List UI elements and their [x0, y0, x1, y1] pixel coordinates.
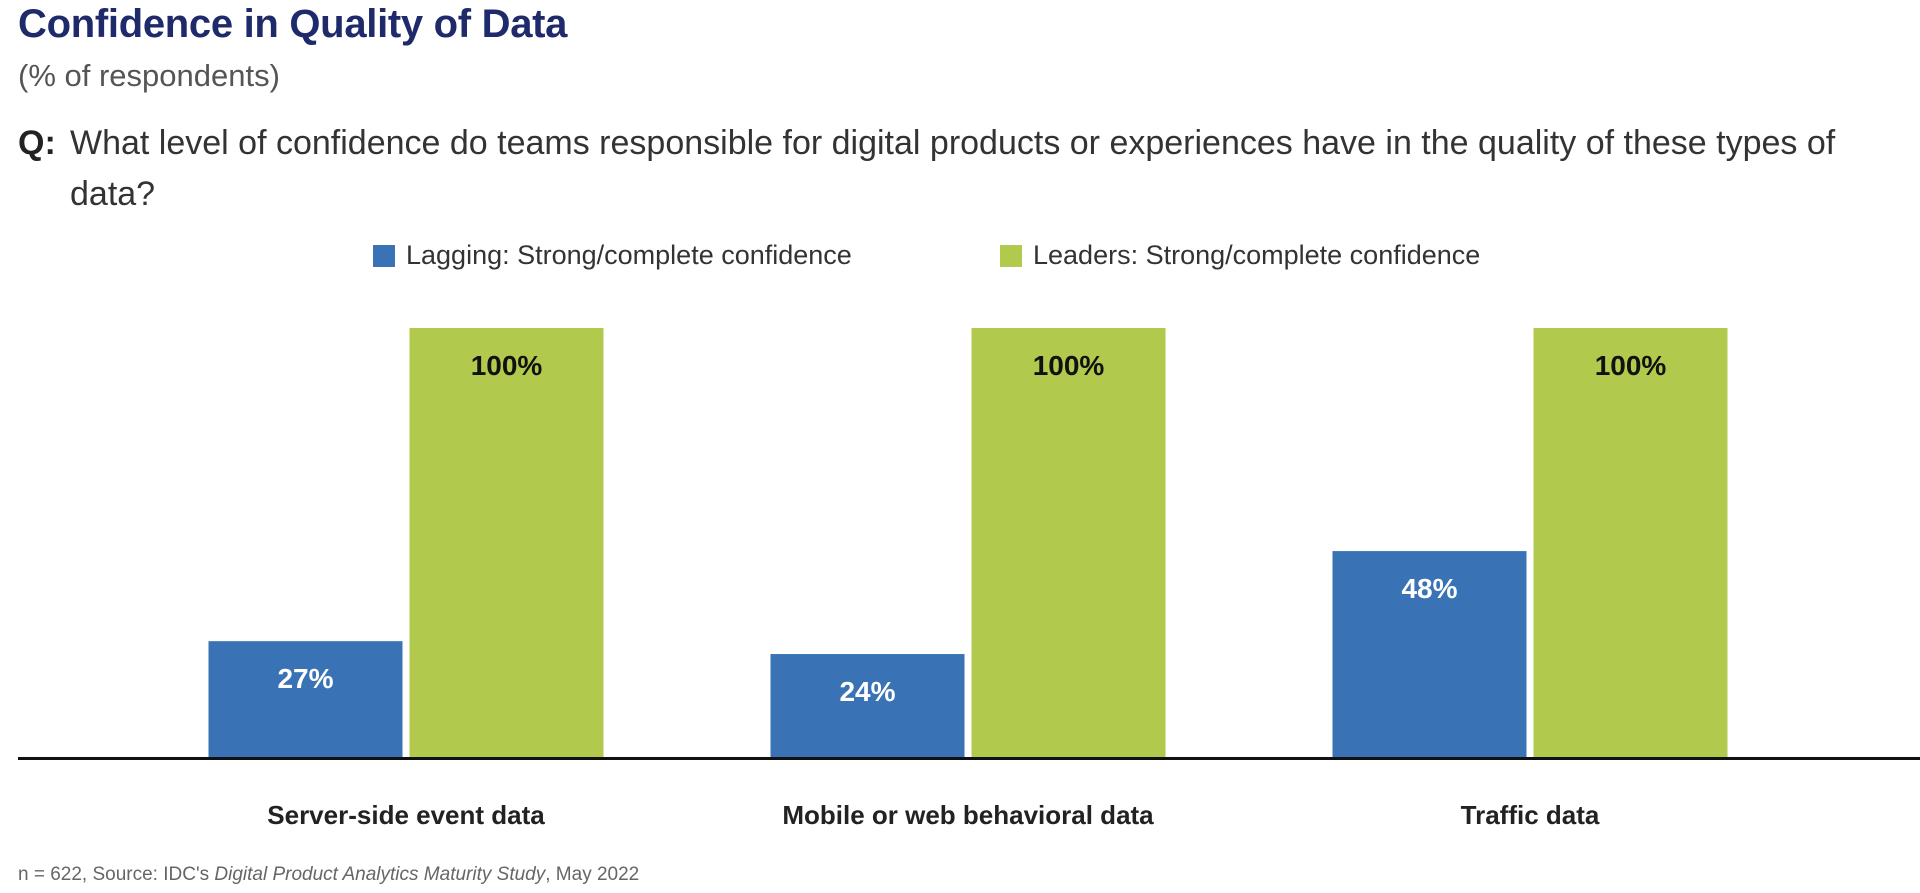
bar-lagging-server-side-event-data	[208, 641, 403, 757]
legend-label-leaders: Leaders: Strong/complete confidence	[1033, 240, 1481, 270]
legend-item-lagging: Lagging: Strong/complete confidence	[373, 240, 852, 271]
chart-subtitle: (% of respondents)	[18, 58, 280, 93]
legend-swatch-lagging	[373, 244, 395, 267]
legend-item-leaders: Leaders: Strong/complete confidence	[1000, 240, 1480, 271]
bar-leaders-server-side-event-data	[409, 328, 604, 757]
bar-lagging-mobile-or-web-behavioral-data	[770, 654, 965, 757]
data-label-lagging-mobile-or-web-behavioral-data: 24%	[839, 676, 895, 707]
data-label-leaders-server-side-event-data: 100%	[471, 350, 543, 381]
question-prefix: Q:	[18, 124, 56, 162]
category-label-server-side-event-data: Server-side event data	[267, 800, 545, 830]
survey-question: Q: What level of confidence do teams res…	[18, 118, 1898, 220]
source-footnote: n = 622, Source: IDC's Digital Product A…	[18, 864, 639, 886]
footnote-date: , May 2022	[545, 864, 640, 885]
footnote-source-prefix: n = 622, Source: IDC's	[18, 864, 215, 885]
footnote-study-name: Digital Product Analytics Maturity Study	[214, 864, 546, 885]
data-label-lagging-traffic-data: 48%	[1401, 573, 1457, 604]
legend-label-lagging: Lagging: Strong/complete confidence	[406, 240, 852, 270]
data-label-lagging-server-side-event-data: 27%	[277, 663, 333, 694]
question-text: What level of confidence do teams respon…	[70, 124, 1836, 213]
chart-title: Confidence in Quality of Data	[18, 2, 568, 46]
data-label-leaders-mobile-or-web-behavioral-data: 100%	[1033, 350, 1105, 381]
legend-swatch-leaders	[1000, 244, 1022, 267]
category-label-traffic-data: Traffic data	[1461, 800, 1600, 830]
bar-leaders-traffic-data	[1533, 328, 1728, 757]
bar-lagging-traffic-data	[1332, 551, 1527, 757]
bar-leaders-mobile-or-web-behavioral-data	[971, 328, 1166, 757]
category-label-mobile-or-web-behavioral-data: Mobile or web behavioral data	[782, 800, 1154, 830]
chart-legend: Lagging: Strong/complete confidence Lead…	[0, 240, 1920, 274]
data-label-leaders-traffic-data: 100%	[1595, 350, 1667, 381]
